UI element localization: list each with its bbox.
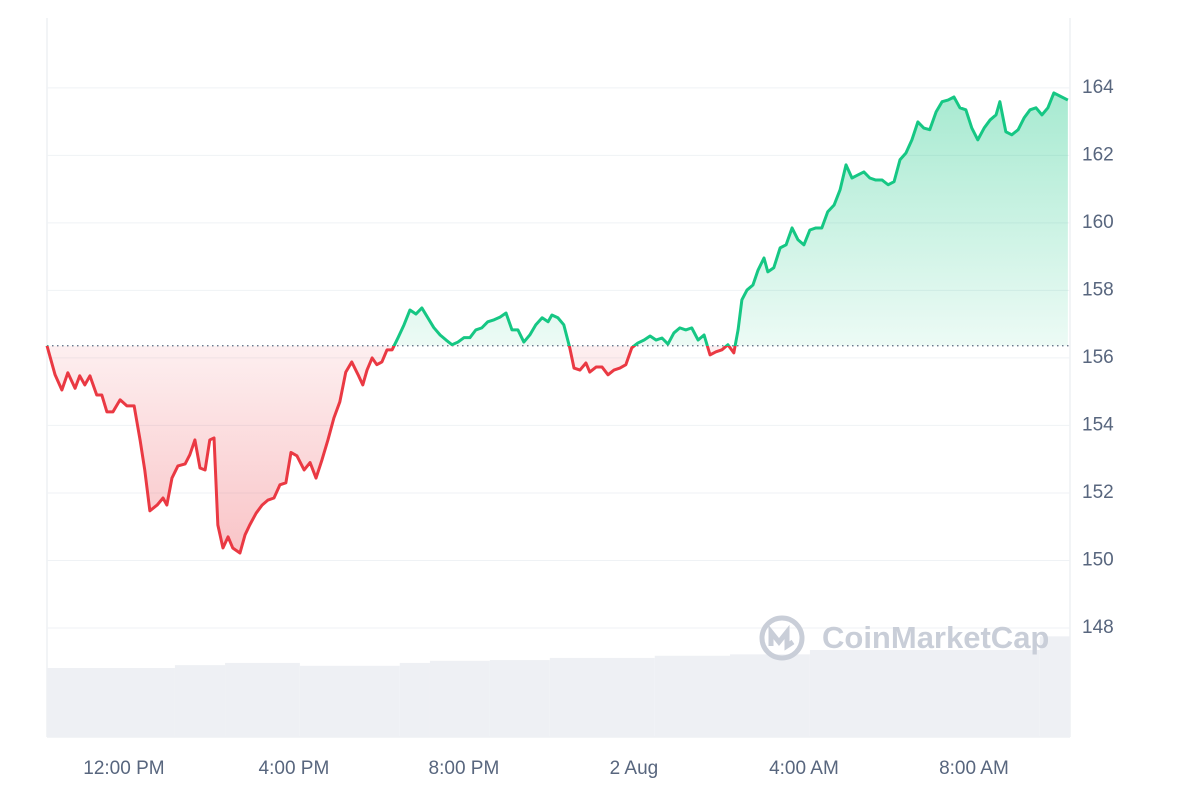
volume-bar [429, 660, 490, 737]
watermark: CoinMarketCap [822, 620, 1049, 655]
watermark-logo [759, 615, 805, 661]
y-tick-label: 150 [1082, 549, 1114, 570]
y-tick-label: 160 [1082, 212, 1114, 233]
x-tick-label: 12:00 PM [83, 758, 164, 779]
y-tick-label: 154 [1082, 414, 1114, 435]
x-tick-label: 4:00 PM [259, 758, 330, 779]
y-tick-label: 152 [1082, 482, 1114, 503]
volume-bar [174, 665, 226, 737]
volume-bar [399, 662, 430, 737]
x-tick-label: 8:00 PM [429, 758, 500, 779]
y-tick-label: 158 [1082, 279, 1114, 300]
volume-bar [225, 662, 300, 737]
y-tick-label: 162 [1082, 144, 1114, 165]
volume-bar [299, 665, 400, 737]
x-tick-label: 4:00 AM [769, 758, 839, 779]
volume-bar [654, 655, 730, 737]
x-tick-label: 8:00 AM [939, 758, 1009, 779]
price-line [45, 91, 1069, 555]
volume-bar [1039, 636, 1070, 737]
x-tick-label: 2 Aug [610, 758, 659, 779]
y-tick-label: 156 [1082, 347, 1114, 368]
area-fill [47, 92, 1068, 554]
volume-bar [809, 650, 1040, 737]
volume-bar [47, 667, 175, 737]
volume-bar [729, 654, 810, 737]
y-tick-label: 164 [1082, 77, 1114, 98]
volume-bar [489, 660, 550, 737]
y-tick-label: 148 [1082, 617, 1114, 638]
volume-bar [549, 657, 655, 737]
